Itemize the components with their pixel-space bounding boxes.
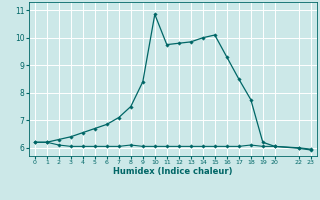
X-axis label: Humidex (Indice chaleur): Humidex (Indice chaleur) [113,167,233,176]
